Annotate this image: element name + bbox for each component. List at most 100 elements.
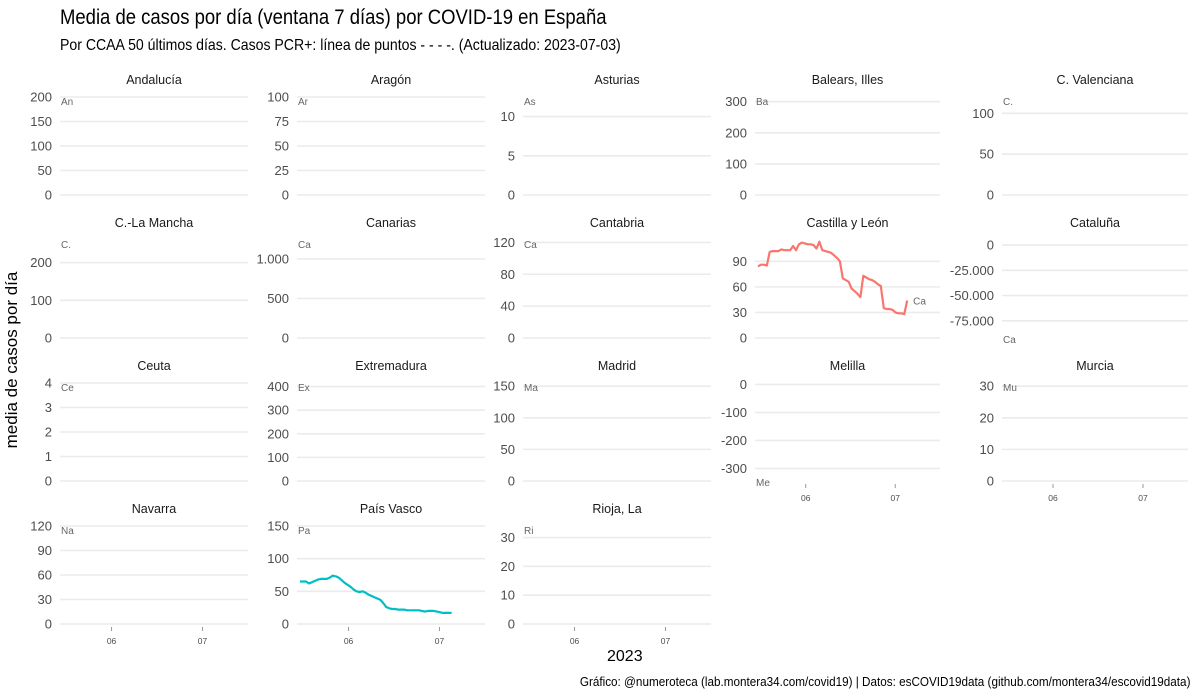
x-tick-label: 07 xyxy=(661,636,671,646)
y-tick-label: 0 xyxy=(987,238,994,253)
y-tick-label: 3 xyxy=(45,400,52,415)
series-line xyxy=(300,574,452,615)
facet-strip-title: Aragón xyxy=(371,73,411,87)
y-tick-label: -300 xyxy=(721,461,747,476)
facet-strip-title: Cantabria xyxy=(590,216,644,230)
y-tick-label: 50 xyxy=(275,139,289,154)
y-tick-label: 200 xyxy=(267,426,289,441)
y-tick-label: 0 xyxy=(45,331,52,346)
y-tick-label: 100 xyxy=(267,90,289,105)
y-tick-label: 20 xyxy=(501,559,515,574)
y-tick-label: 50 xyxy=(501,442,515,457)
y-tick-label: 10 xyxy=(501,109,515,124)
y-tick-label: 90 xyxy=(38,543,52,558)
y-tick-label: 150 xyxy=(493,379,515,394)
region-label: Ma xyxy=(524,383,538,394)
y-tick-label: 1.000 xyxy=(256,251,289,266)
y-tick-label: -200 xyxy=(721,433,747,448)
region-label: Ri xyxy=(524,526,533,537)
facet-strip-title: Rioja, La xyxy=(592,502,641,516)
y-tick-label: 300 xyxy=(725,94,747,109)
facet-strip-title: Cataluña xyxy=(1070,216,1120,230)
y-tick-label: 0 xyxy=(987,474,994,489)
y-tick-label: 75 xyxy=(275,114,289,129)
region-label: Ca xyxy=(913,297,926,308)
y-tick-label: -50.000 xyxy=(950,288,994,303)
y-tick-label: 200 xyxy=(725,125,747,140)
y-tick-label: 150 xyxy=(30,114,52,129)
y-tick-label: 0 xyxy=(282,474,289,489)
y-tick-label: 0 xyxy=(740,377,747,392)
y-tick-label: 10 xyxy=(501,588,515,603)
facet-strip-title: Melilla xyxy=(830,359,865,373)
region-label: Ca xyxy=(524,240,537,251)
y-tick-label: 0 xyxy=(987,188,994,203)
region-label: Ba xyxy=(756,97,769,108)
facet-strip-title: Navarra xyxy=(132,502,177,516)
y-tick-label: 10 xyxy=(980,442,994,457)
region-label: Ca xyxy=(298,240,311,251)
y-tick-label: 5 xyxy=(508,148,515,163)
y-tick-label: 50 xyxy=(275,584,289,599)
region-label: Me xyxy=(756,478,770,489)
y-tick-label: 20 xyxy=(980,410,994,425)
facet-strip-title: Murcia xyxy=(1076,359,1114,373)
y-tick-label: 0 xyxy=(508,188,515,203)
y-tick-label: 2 xyxy=(45,425,52,440)
y-tick-label: -75.000 xyxy=(950,313,994,328)
y-tick-label: 30 xyxy=(38,592,52,607)
facet-strip-title: Castilla y León xyxy=(807,216,889,230)
y-tick-label: 0 xyxy=(282,331,289,346)
y-tick-label: 0 xyxy=(282,188,289,203)
facet-strip-title: C. Valenciana xyxy=(1057,73,1134,87)
x-tick-label: 07 xyxy=(198,636,208,646)
y-tick-label: 80 xyxy=(501,267,515,282)
y-tick-label: 0 xyxy=(45,474,52,489)
y-tick-label: 40 xyxy=(501,299,515,314)
x-tick-label: 06 xyxy=(1048,493,1058,503)
y-tick-label: 25 xyxy=(275,163,289,178)
facet-strip-title: Extremadura xyxy=(355,359,427,373)
region-label: Ce xyxy=(61,383,74,394)
region-label: Ex xyxy=(298,383,310,394)
y-tick-label: 30 xyxy=(501,530,515,545)
chart-caption: Gráfico: @numeroteca (lab.montera34.com/… xyxy=(579,674,1190,689)
region-label: C. xyxy=(1003,97,1013,108)
y-tick-label: 100 xyxy=(30,139,52,154)
y-tick-label: 90 xyxy=(733,254,747,269)
region-label: Ca xyxy=(1003,335,1016,346)
facet-strip-title: País Vasco xyxy=(360,502,422,516)
x-tick-label: 07 xyxy=(435,636,445,646)
region-label: Mu xyxy=(1003,383,1017,394)
y-tick-label: 150 xyxy=(267,519,289,534)
y-tick-label: 0 xyxy=(508,474,515,489)
y-tick-label: 300 xyxy=(267,403,289,418)
y-tick-label: 60 xyxy=(733,279,747,294)
region-label: As xyxy=(524,97,536,108)
facet-strip-title: C.-La Mancha xyxy=(115,216,194,230)
y-tick-label: 200 xyxy=(30,90,52,105)
region-label: C. xyxy=(61,240,71,251)
facet-strip-title: Canarias xyxy=(366,216,416,230)
y-tick-label: 100 xyxy=(725,156,747,171)
y-tick-label: 400 xyxy=(267,379,289,394)
facet-strip-title: Madrid xyxy=(598,359,636,373)
facet-strip-title: Andalucía xyxy=(126,73,182,87)
series-line xyxy=(757,240,909,316)
y-tick-label: 50 xyxy=(980,147,994,162)
y-tick-label: 30 xyxy=(980,379,994,394)
y-tick-label: 100 xyxy=(267,450,289,465)
y-tick-label: 100 xyxy=(30,293,52,308)
y-tick-label: 60 xyxy=(38,568,52,583)
y-tick-label: 0 xyxy=(740,331,747,346)
y-tick-label: 4 xyxy=(45,376,52,391)
y-tick-label: 500 xyxy=(267,291,289,306)
facet-strip-title: Asturias xyxy=(594,73,639,87)
x-tick-label: 06 xyxy=(801,493,811,503)
y-tick-label: 100 xyxy=(493,410,515,425)
y-tick-label: 0 xyxy=(508,331,515,346)
region-label: Na xyxy=(61,526,74,537)
region-label: Ar xyxy=(298,97,309,108)
x-tick-label: 06 xyxy=(344,636,354,646)
